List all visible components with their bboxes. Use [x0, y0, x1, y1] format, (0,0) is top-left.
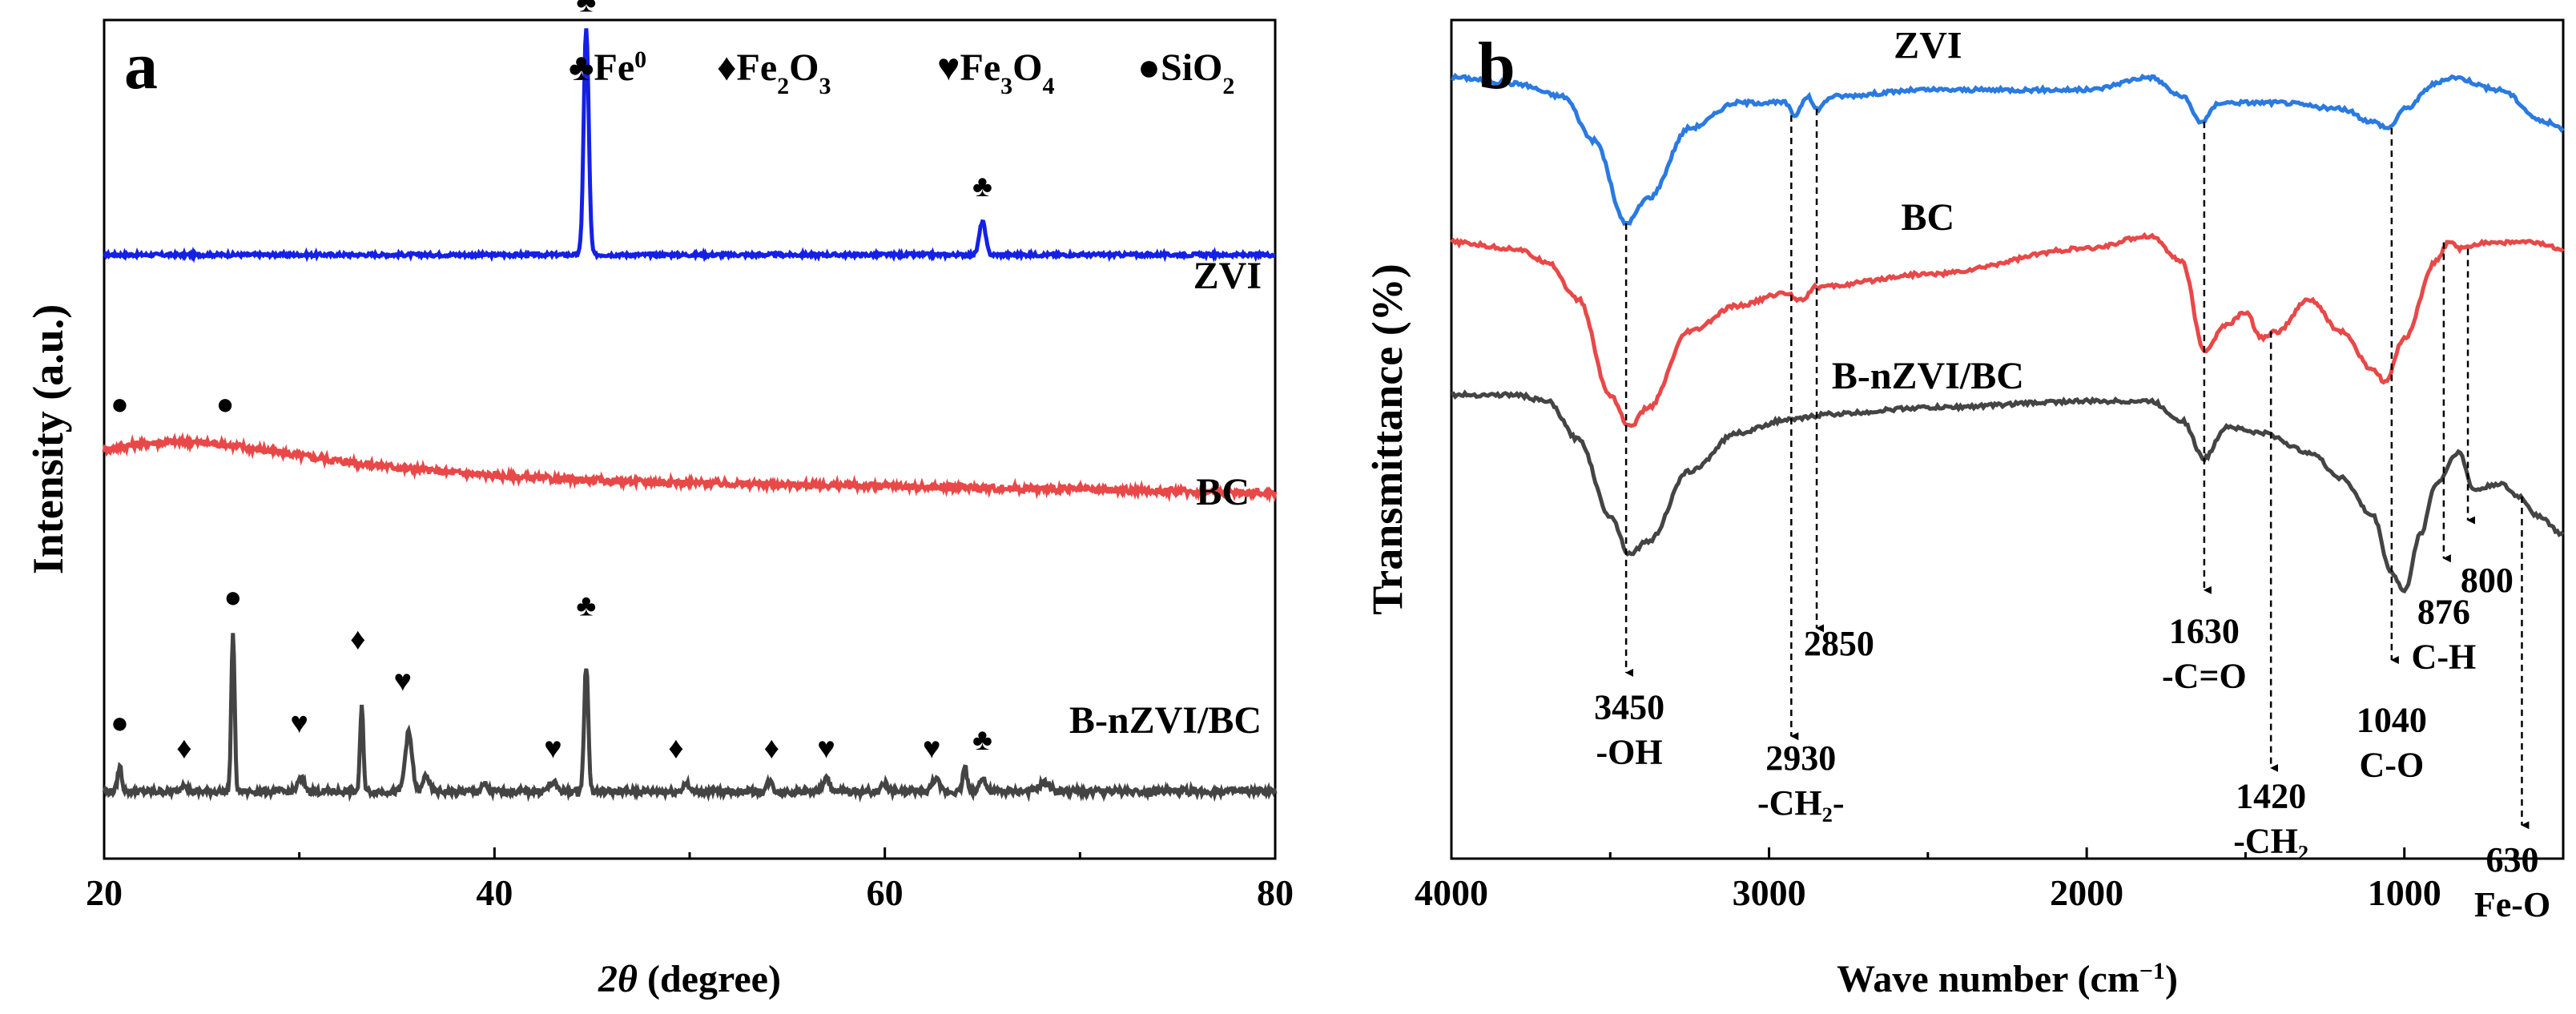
peak-label-630: Fe-O [2474, 885, 2550, 924]
x-tick-label-a: 40 [476, 872, 513, 913]
x-tick-label-b: 4000 [1415, 872, 1488, 913]
peak-label-1420: 1420 [2236, 777, 2306, 816]
y-axis-label-a: Intensity (a.u.) [24, 304, 72, 575]
peak-label-1040: 1040 [2357, 700, 2427, 739]
phase-marker: ♦ [350, 622, 365, 656]
phase-marker: ♥ [544, 731, 562, 765]
phase-marker: ♥ [817, 731, 835, 765]
peak-label-2930: 2930 [1765, 738, 1836, 778]
peak-label-876: 876 [2417, 593, 2470, 632]
peak-label-1420: -CH₂ [2233, 822, 2308, 861]
phase-marker: ♣ [972, 170, 992, 203]
phase-marker: ♦ [668, 731, 683, 765]
phase-marker: ♦ [176, 731, 191, 765]
phase-marker: ♥ [290, 706, 308, 740]
curve-label-bc: BC [1196, 471, 1250, 513]
phase-marker: ♣ [576, 0, 596, 19]
peak-label-800: 800 [2461, 561, 2514, 600]
phase-marker: ♣ [972, 723, 992, 757]
peak-label-1040: C-O [2360, 745, 2425, 784]
legend-item-fe2o3: ♦Fe2O3 [717, 46, 831, 99]
phase-marker: ● [111, 706, 129, 740]
x-tick-label-b: 3000 [1733, 872, 1806, 913]
ftir-series-bc [1450, 231, 2565, 429]
xrd-series-bnzvibc [102, 633, 1278, 803]
panel-label-a: a [124, 29, 158, 103]
panel-label-b: b [1478, 29, 1515, 103]
phase-marker: ● [223, 581, 242, 614]
xrd-series-zvi [103, 28, 1276, 264]
phase-marker: ♥ [394, 665, 413, 698]
peak-label-1630: 1630 [2169, 611, 2240, 650]
peak-label-630: 630 [2486, 840, 2539, 879]
phase-marker: ♥ [923, 731, 941, 765]
phase-marker: ● [111, 388, 129, 421]
ftir-series-bnzvibc [1451, 389, 2565, 594]
y-axis-label-b: Transmittance (%) [1363, 264, 1411, 614]
legend-item-sio2: ●SiO2 [1137, 46, 1234, 99]
x-tick-label-a: 80 [1257, 872, 1294, 913]
x-tick-label-b: 2000 [2050, 872, 2123, 913]
curve-label-bnzvi-b: B-nZVI/BC [1832, 355, 2024, 397]
curve-label-zvi: ZVI [1193, 255, 1262, 297]
x-tick-label-a: 20 [86, 872, 123, 913]
panel-a: 20 40 60 80 ZVI BC B-nZVI/BC ♣ ♣ ● ● ● ● ♦ ♦ ♦ ♦ ♥ ♥ ♥ ♥ ♥ ♣ ♣ ♣… [24, 0, 1294, 1000]
curve-label-zvi-b: ZVI [1894, 25, 1962, 67]
legend-item-fe0: ♣Fe0 [569, 46, 646, 90]
curve-label-bnzvi: B-nZVI/BC [1069, 699, 1262, 742]
peak-label-876: C-H [2412, 638, 2477, 677]
peak-label-2930: -CH₂- [1757, 783, 1845, 823]
x-tick-label-b: 1000 [2368, 872, 2441, 913]
panel-b: 4000 3000 2000 1000 ZVI BC B-nZVI/BC 3450 -OH 293… [1363, 18, 2565, 1001]
peak-label-3450: -OH [1596, 733, 1663, 772]
phase-marker: ♦ [764, 731, 779, 765]
peak-label-2850: 2850 [1804, 624, 1874, 663]
phase-marker: ♣ [576, 589, 596, 622]
xrd-series-bc [102, 432, 1278, 504]
x-axis-label-b: Wave number (cm−1) [1837, 958, 2178, 1001]
x-axis-label-a: 2θ (degree) [598, 958, 781, 1000]
x-tick-label-a: 60 [867, 872, 904, 913]
phase-marker: ● [216, 388, 235, 421]
curve-label-bc-b: BC [1902, 196, 1955, 239]
legend-item-fe3o4: ♥Fe3O4 [937, 46, 1054, 99]
peak-label-3450: 3450 [1594, 688, 1664, 727]
ftir-series-zvi [1451, 72, 2565, 227]
peak-label-1630: -C=O [2162, 656, 2247, 695]
plot-frame-b [1450, 18, 2565, 860]
